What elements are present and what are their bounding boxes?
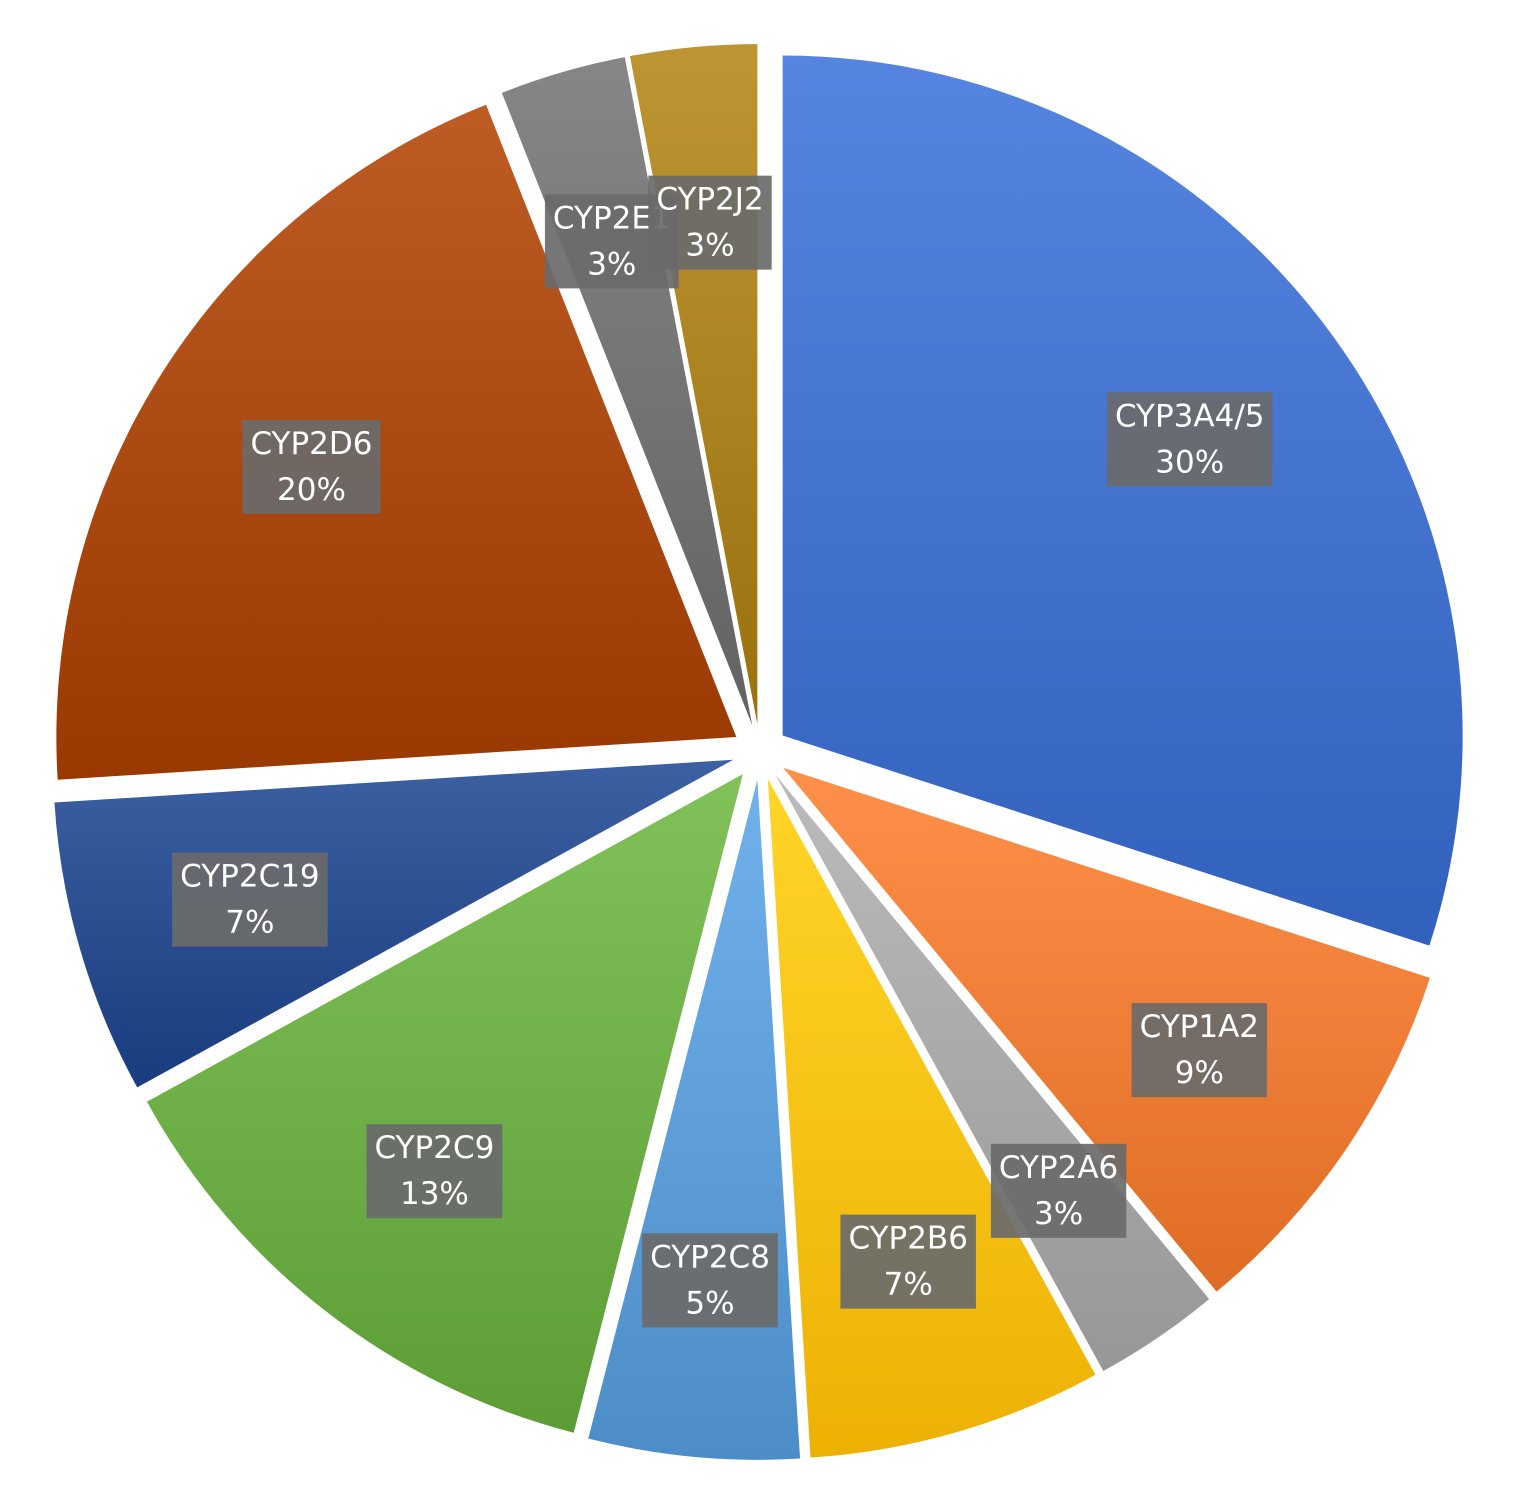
slice-label-background [242,419,381,514]
slice-label-cyp2a6: CYP2A6 3% [990,1143,1127,1238]
pie-slice-cyp2c19 [54,759,734,1088]
slice-value-label: 3% [685,228,734,264]
slice-label-cyp2d6: CYP2D6 20% [242,419,381,514]
slice-label-cyp2j2: CYP2J2 3% [648,175,772,270]
slice-value-label: 3% [587,246,636,282]
slice-label-background [648,175,772,270]
slice-value-label: 30% [1155,444,1224,480]
pie-slice-cyp1a2 [783,767,1430,1292]
slice-value-label: 7% [884,1267,933,1303]
slice-name-label: CYP2J2 [656,182,763,218]
pie-slice-cyp2c9 [146,774,743,1433]
labels-layer: CYP3A4/530%CYP1A29%CYP2A63%CYP2B67%CYP2C… [172,175,1273,1328]
slice-name-label: CYP2C9 [375,1130,495,1166]
slice-label-cyp2c9: CYP2C9 13% [366,1124,503,1219]
slice-value-label: 9% [1175,1055,1224,1091]
slice-name-label: CYP2D6 [250,426,372,462]
slice-value-label: 5% [685,1285,734,1321]
slice-label-background [366,1124,503,1219]
pie-slice-cyp2d6 [56,104,737,780]
pie-slice-cyp3a4-5 [782,55,1463,946]
slice-value-label: 3% [1034,1196,1083,1232]
slice-value-label: 7% [225,905,274,941]
slice-label-background [642,1233,778,1328]
slice-label-background [172,852,328,947]
slice-value-label: 13% [400,1176,469,1212]
slice-name-label: CYP1A2 [1140,1009,1259,1045]
slice-label-cyp2c8: CYP2C8 5% [642,1233,778,1328]
slice-name-label: CYP3A4/5 [1115,398,1265,434]
slice-name-label: CYP2C19 [180,859,320,895]
slice-label-cyp3a4-5: CYP3A4/5 30% [1106,392,1273,487]
slice-name-label: CYP2C8 [650,1239,770,1275]
slice-label-cyp1a2: CYP1A2 9% [1131,1003,1268,1098]
slice-value-label: 20% [277,472,346,508]
slice-label-background [990,1143,1127,1238]
slice-label-cyp2b6: CYP2B6 7% [840,1214,976,1309]
slice-label-cyp2c19: CYP2C19 7% [172,852,328,947]
slice-name-label: CYP2A6 [999,1150,1118,1186]
slice-name-label: CYP2B6 [848,1221,967,1257]
slice-label-background [1131,1003,1268,1098]
slice-label-background [1106,392,1273,487]
slice-label-background [840,1214,976,1309]
